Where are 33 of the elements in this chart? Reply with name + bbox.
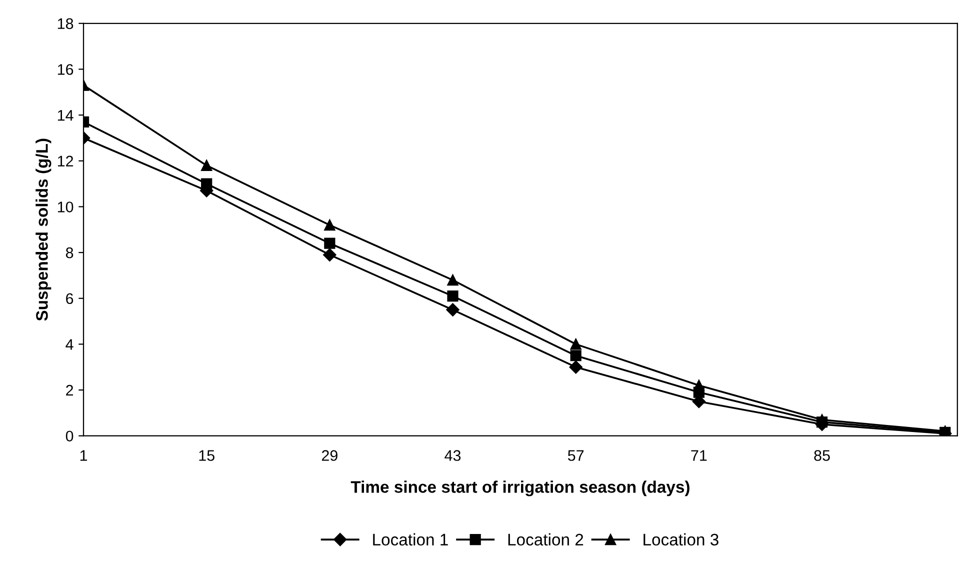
- x-tick-label: 57: [568, 450, 584, 461]
- point: [570, 338, 582, 350]
- y-tick-label: 14: [58, 110, 74, 121]
- point: [569, 360, 582, 374]
- point: [446, 303, 460, 316]
- point: [570, 350, 582, 362]
- y-tick-label: 12: [58, 156, 74, 166]
- y-axis-title: Suspended solids (g/L): [36, 138, 52, 321]
- y-tick-label: 10: [58, 202, 74, 212]
- x-tick-label: 15: [199, 450, 214, 461]
- x-tick-label: 1: [80, 450, 88, 461]
- x-axis-title: Time since start of irrigation season (days): [350, 480, 690, 496]
- y-tick-label: 18: [58, 18, 74, 30]
- x-tick-label: 71: [691, 450, 707, 461]
- y-tick-label: 6: [66, 293, 74, 304]
- x-tick-label: 29: [322, 450, 338, 461]
- y-tick-label: 16: [58, 64, 74, 75]
- point: [201, 178, 212, 190]
- legend-label: Location 1: [373, 533, 448, 546]
- y-tick-label: 4: [66, 339, 74, 350]
- y-tick-label: 2: [66, 384, 74, 396]
- x-tick-label: 85: [814, 450, 830, 461]
- x-tick-label: 43: [444, 450, 461, 461]
- point: [324, 219, 336, 231]
- y-tick-label: 0: [66, 430, 74, 442]
- point: [324, 238, 336, 249]
- point: [323, 248, 336, 262]
- point: [447, 274, 458, 286]
- legend-label: Location 2: [508, 533, 584, 546]
- point: [201, 160, 212, 172]
- legend-label: Location 3: [644, 533, 718, 546]
- y-tick-label: 8: [66, 247, 74, 258]
- point: [447, 290, 458, 302]
